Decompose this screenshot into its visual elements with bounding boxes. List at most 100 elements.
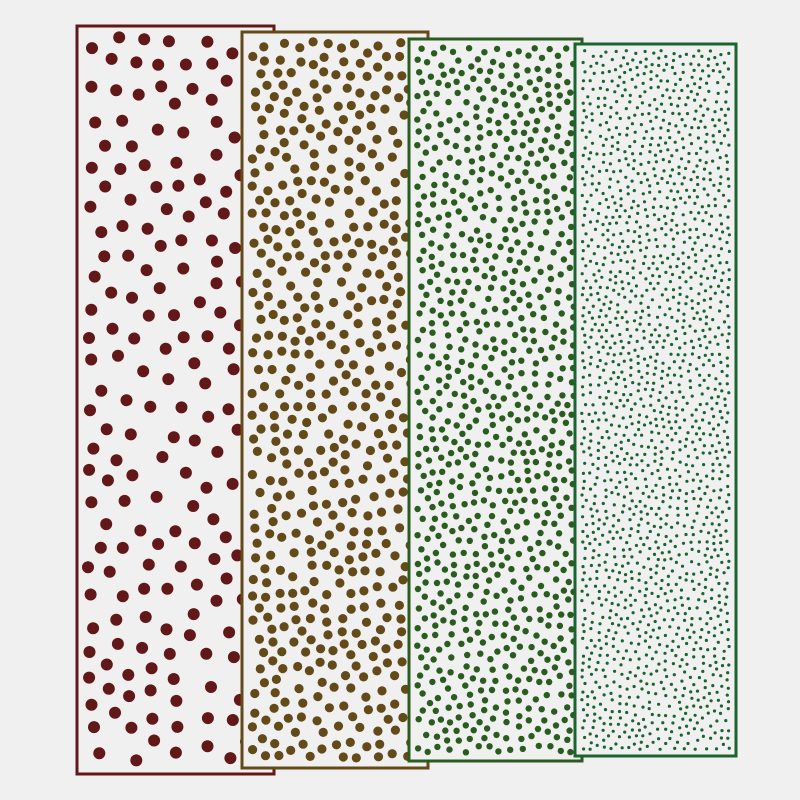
dot (595, 509, 599, 513)
dot (626, 245, 630, 249)
dot (495, 119, 502, 127)
dot (634, 650, 638, 654)
dot (449, 619, 456, 626)
dot (163, 647, 176, 660)
dot (705, 560, 709, 564)
dot (580, 272, 584, 276)
dot (423, 555, 431, 562)
dot (674, 337, 679, 341)
dot (252, 268, 262, 278)
dot (689, 690, 693, 694)
dot (462, 179, 469, 186)
dot (282, 459, 292, 469)
dot (464, 563, 471, 570)
dot (699, 570, 704, 574)
dot (106, 322, 119, 335)
dot (632, 742, 637, 746)
dot (702, 378, 706, 382)
dot (84, 200, 97, 213)
dot (486, 743, 493, 750)
dot (588, 577, 592, 581)
dot (725, 339, 730, 343)
dot (607, 436, 611, 440)
dot (649, 394, 653, 398)
dot (621, 527, 625, 532)
dot (643, 725, 647, 729)
dot (541, 355, 549, 362)
dot (542, 155, 550, 162)
dot (704, 211, 708, 215)
dot (620, 94, 625, 98)
dot (351, 753, 361, 763)
dot (416, 211, 423, 218)
dot (717, 129, 722, 134)
dot (602, 445, 606, 449)
dot (706, 193, 710, 197)
dot (521, 336, 528, 343)
dot (630, 206, 634, 210)
dot (673, 598, 677, 602)
dot (614, 382, 619, 386)
dot (586, 703, 590, 707)
dot (477, 378, 484, 385)
dot (669, 352, 673, 356)
dot (649, 575, 653, 580)
dot (589, 193, 593, 197)
dot (727, 199, 731, 203)
dot (524, 416, 531, 423)
dot (686, 84, 690, 88)
dot (656, 468, 660, 473)
dot (660, 456, 664, 460)
dot (662, 618, 667, 622)
dot (605, 653, 610, 657)
dot (358, 474, 368, 484)
dot (727, 450, 732, 454)
dot (345, 71, 356, 81)
dot (629, 527, 633, 531)
dot (85, 161, 98, 174)
dot (607, 69, 611, 74)
dot (528, 107, 536, 114)
dot (705, 132, 709, 136)
dot (693, 713, 697, 717)
dot (446, 401, 453, 409)
dot (498, 562, 505, 569)
dot (597, 315, 602, 319)
dot (630, 499, 634, 503)
dot (670, 730, 674, 734)
dot (474, 56, 482, 63)
dot (694, 432, 699, 436)
dot (676, 190, 680, 194)
dot (256, 314, 266, 324)
dot (396, 38, 406, 48)
dot (653, 603, 658, 607)
dot (507, 459, 515, 466)
dot (640, 459, 644, 463)
dot (611, 459, 615, 463)
dot (307, 485, 317, 496)
dot (535, 539, 542, 547)
dot (456, 702, 463, 710)
dot (672, 182, 676, 186)
panels-layer (75, 24, 738, 776)
dot (497, 547, 505, 555)
dot (591, 87, 595, 91)
dot (363, 48, 373, 58)
dot (668, 736, 672, 741)
dot (584, 115, 589, 119)
dot (316, 644, 326, 654)
dot (252, 446, 262, 456)
dot (652, 287, 656, 291)
dot (624, 175, 628, 179)
dot (551, 476, 558, 483)
dot (398, 712, 408, 723)
dot (150, 490, 163, 503)
dot (454, 581, 462, 588)
dot (718, 711, 723, 716)
dot (659, 462, 663, 467)
dot (715, 456, 719, 460)
dot (120, 394, 133, 407)
dot (625, 687, 629, 691)
dot (598, 653, 602, 658)
dot (506, 673, 513, 680)
